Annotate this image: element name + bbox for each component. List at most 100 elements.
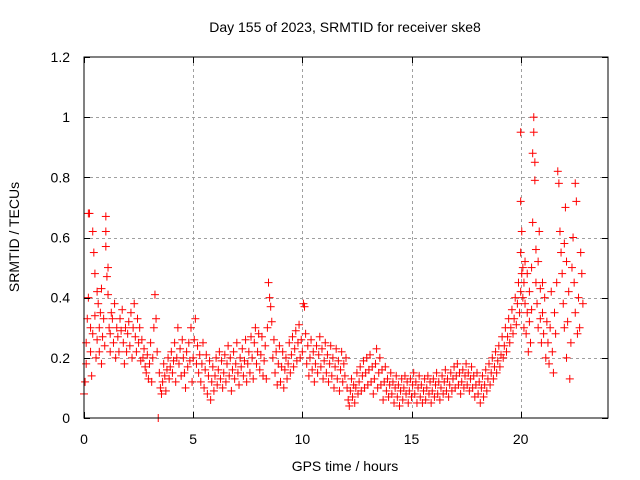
data-point [339,359,348,368]
x-axis-label: GPS time / hours [292,458,399,474]
data-point [503,332,512,341]
data-point [278,347,287,356]
data-point [261,341,270,350]
data-point [383,374,392,383]
data-point [105,323,114,332]
data-point [531,245,540,254]
data-point [338,377,347,386]
data-point [82,359,91,368]
data-point [267,317,276,326]
data-point [308,365,317,374]
data-point [219,368,228,377]
data-point [507,305,516,314]
data-point [107,308,116,317]
data-point [553,167,562,176]
data-point [435,395,444,404]
data-point [140,344,149,353]
data-point [411,377,420,386]
data-point [571,308,580,317]
data-point [350,398,359,407]
data-point [247,332,256,341]
data-point [166,362,175,371]
data-point [255,365,264,374]
data-point [99,314,108,323]
data-point [170,338,179,347]
data-point [225,371,234,380]
data-point [191,314,200,323]
data-point [499,353,508,362]
data-point [516,128,525,137]
data-point [289,362,298,371]
data-point [473,368,481,377]
data-point [223,359,232,368]
data-point [110,299,119,308]
data-point [228,365,237,374]
data-point [203,389,212,398]
y-tick-label: 1.2 [51,49,71,65]
data-point [242,377,251,386]
data-point [351,383,360,392]
data-point [458,365,467,374]
data-points [80,113,587,422]
data-point [541,353,550,362]
data-point [578,299,587,308]
data-point [423,371,432,380]
data-point [215,347,224,356]
data-point [536,314,545,323]
data-point [119,338,128,347]
data-point [312,341,321,350]
data-point [313,368,322,377]
data-point [90,311,99,320]
data-point [286,368,295,377]
y-tick-label: 0 [62,410,70,426]
data-point [453,359,462,368]
data-point [542,317,551,326]
data-point [548,347,557,356]
data-point [280,365,289,374]
data-point [524,347,533,356]
data-point [393,392,402,401]
data-point [309,347,318,356]
data-point [150,290,159,299]
data-point [155,368,164,377]
data-point [184,338,193,347]
data-point [506,323,515,332]
data-point [422,383,431,392]
data-point [518,293,527,302]
data-point [130,299,139,308]
data-point [209,386,218,395]
data-point [538,308,547,317]
data-point [82,338,91,347]
data-point [328,353,337,362]
data-point [229,347,238,356]
data-point [478,371,487,380]
x-tick-label: 5 [189,431,197,447]
data-point [517,227,526,236]
data-point [561,203,570,212]
data-point [371,359,380,368]
data-point [235,380,244,389]
data-point [416,392,425,401]
data-point [342,353,350,362]
data-point [558,269,567,278]
data-point [85,209,94,218]
data-point [212,353,221,362]
y-tick-label: 0.4 [51,290,71,306]
data-point [516,197,525,206]
data-point [372,344,381,353]
data-point [193,341,202,350]
data-point [250,338,259,347]
data-point [290,344,299,353]
data-point [337,347,346,356]
data-point [405,386,414,395]
data-point [260,356,269,365]
data-point [381,362,390,371]
y-tick-label: 0.2 [51,350,71,366]
data-point [159,359,168,368]
data-point [104,290,113,299]
data-point [252,359,261,368]
data-point [567,263,576,272]
data-point [491,347,500,356]
data-point [563,317,572,326]
